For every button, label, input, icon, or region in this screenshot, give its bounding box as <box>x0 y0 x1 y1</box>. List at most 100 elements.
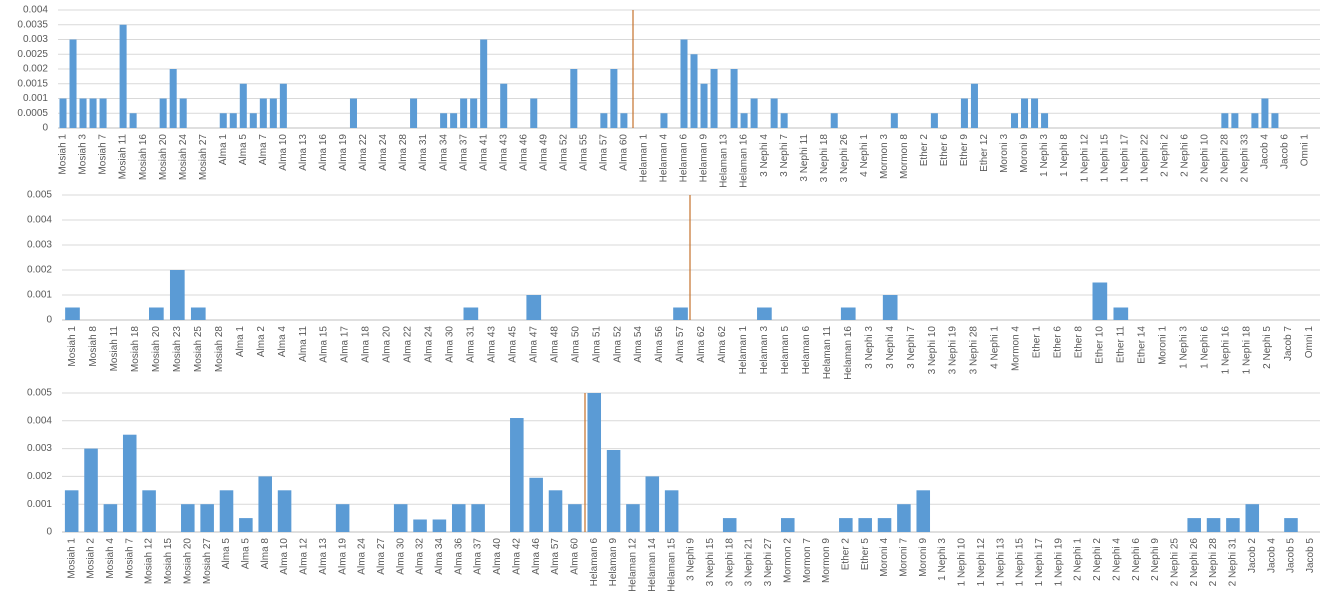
bar <box>229 113 237 128</box>
bar <box>1245 504 1260 532</box>
x-tick-label: Moroni 3 <box>999 134 1010 173</box>
x-tick-label: 1 Nephi 18 <box>1241 326 1252 375</box>
x-tick-label: Helaman 1 <box>639 134 650 183</box>
x-tick-label: 3 Nephi 18 <box>724 538 735 587</box>
x-tick-label: Mosiah 20 <box>158 134 169 181</box>
x-tick-label: Alma 37 <box>458 134 469 171</box>
x-tick-label: 1 Nephi 10 <box>957 538 968 587</box>
bar <box>757 307 772 320</box>
x-tick-label: Jacob 7 <box>1283 326 1294 361</box>
bar <box>626 504 640 532</box>
x-tick-label: Alma 1 <box>218 134 229 166</box>
x-tick-label: 2 Nephi 2 <box>1092 538 1103 581</box>
x-tick-label: Jacob 5 <box>1286 538 1297 573</box>
bar <box>440 113 448 128</box>
bar <box>710 69 718 128</box>
x-tick-label: Alma 54 <box>633 326 644 363</box>
y-tick-label: 0.001 <box>23 93 48 104</box>
x-tick-label: Alma 50 <box>570 326 581 363</box>
bar <box>1113 307 1129 320</box>
x-tick-label: Omni 1 <box>1300 134 1311 167</box>
bar <box>279 83 287 128</box>
x-tick-label: Alma 12 <box>299 538 310 575</box>
bar <box>740 113 748 128</box>
y-tick-label: 0.0025 <box>17 49 48 60</box>
bar <box>1041 113 1049 128</box>
x-tick-label: Ether 9 <box>959 134 970 167</box>
bar <box>897 504 911 532</box>
x-tick-label: Mosiah 3 <box>78 134 89 175</box>
y-tick-label: 0.002 <box>27 471 52 482</box>
x-tick-label: Ether 1 <box>1032 326 1043 359</box>
x-tick-label: 1 Nephi 22 <box>1139 134 1150 183</box>
bar <box>882 295 898 320</box>
x-tick-label: Ether 6 <box>939 134 950 167</box>
x-tick-label: Alma 47 <box>528 326 539 363</box>
x-tick-label: 1 Nephi 8 <box>1059 134 1070 177</box>
x-tick-label: Alma 62 <box>717 326 728 363</box>
x-tick-label: Mormon 4 <box>1011 326 1022 371</box>
x-tick-label: Mosiah 2 <box>86 538 97 579</box>
x-tick-label: Alma 10 <box>278 134 289 171</box>
bar <box>470 98 478 128</box>
bar <box>451 504 466 532</box>
x-tick-label: Ether 11 <box>1115 326 1126 363</box>
bar <box>660 113 668 128</box>
x-tick-label: Helaman 12 <box>628 538 639 592</box>
x-tick-label: Helaman 16 <box>843 326 854 380</box>
bar <box>690 54 698 128</box>
bar <box>219 490 234 532</box>
bar <box>700 83 708 128</box>
bar <box>432 519 447 532</box>
bar <box>103 504 118 532</box>
bar <box>59 98 67 128</box>
y-tick-label: 0.001 <box>27 290 52 301</box>
x-tick-label: Mosiah 18 <box>130 326 141 373</box>
x-tick-label: Alma 20 <box>382 326 393 363</box>
x-tick-label: 2 Nephi 9 <box>1150 538 1161 581</box>
x-tick-label: Mosiah 23 <box>172 326 183 373</box>
x-tick-label: Mosiah 11 <box>118 134 129 180</box>
bar <box>1284 518 1298 532</box>
x-tick-label: Mosiah 27 <box>202 538 213 585</box>
bar <box>277 490 292 532</box>
x-tick-label: Mosiah 12 <box>144 538 155 585</box>
x-tick-label: Alma 34 <box>438 134 449 171</box>
x-tick-label: 3 Nephi 26 <box>839 134 850 183</box>
x-tick-label: Alma 15 <box>319 326 330 363</box>
x-tick-label: 2 Nephi 33 <box>1240 134 1251 183</box>
x-tick-label: Mosiah 7 <box>124 538 135 579</box>
x-tick-label: Helaman 6 <box>801 326 812 375</box>
bar <box>149 307 164 320</box>
x-tick-label: Ether 2 <box>919 134 930 167</box>
x-tick-label: Alma 40 <box>492 538 503 575</box>
x-tick-label: Alma 42 <box>511 538 522 575</box>
bar <box>190 307 206 320</box>
y-tick-label: 0 <box>42 123 48 134</box>
x-tick-label: Alma 57 <box>550 538 561 575</box>
x-tick-label: Mosiah 4 <box>105 538 116 579</box>
x-tick-label: Mosiah 28 <box>214 326 225 373</box>
x-tick-label: 1 Nephi 3 <box>1178 326 1189 369</box>
bar <box>839 518 853 532</box>
bar <box>258 476 272 532</box>
x-tick-label: Mormon 8 <box>899 134 910 179</box>
bar <box>568 504 582 532</box>
y-tick-label: 0.004 <box>23 5 48 16</box>
x-tick-label: Mormon 9 <box>821 538 832 583</box>
x-tick-label: Alma 32 <box>415 538 426 575</box>
x-tick-label: Alma 49 <box>538 134 549 171</box>
bar <box>64 490 79 532</box>
x-tick-label: Alma 51 <box>591 326 602 363</box>
x-tick-label: Moroni 4 <box>879 538 890 577</box>
x-tick-label: Alma 17 <box>340 326 351 363</box>
bar <box>526 295 542 320</box>
x-tick-label: Helaman 14 <box>647 538 658 592</box>
x-tick-label: Alma 30 <box>395 538 406 575</box>
bar <box>664 490 679 532</box>
x-tick-label: 1 Nephi 15 <box>1015 538 1026 587</box>
x-tick-label: Mosiah 20 <box>151 326 162 373</box>
x-tick-label: Mormon 2 <box>782 538 793 583</box>
x-tick-label: Alma 19 <box>338 134 349 171</box>
x-tick-label: Mormon 7 <box>802 538 813 583</box>
